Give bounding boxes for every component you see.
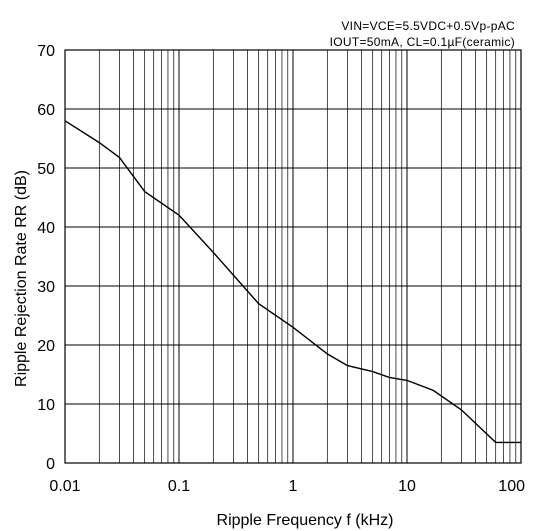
x-tick-label: 10 [398,478,416,495]
series-line [64,120,521,444]
y-tick-labels: 0 10 20 30 40 50 60 70 [37,43,55,473]
y-tick-label: 10 [37,397,55,414]
x-tick-label: 1 [289,478,298,495]
y-tick-label: 50 [37,161,55,178]
series-layer [64,120,521,444]
y-tick-label: 40 [37,220,55,237]
y-tick-label: 0 [46,456,55,473]
condition-annotation-1: VIN=VCE=5.5VDC+0.5Vp-pAC [341,19,515,33]
grid-lines [65,50,521,463]
x-tick-label: 100 [498,478,525,495]
x-axis-label: Ripple Frequency f (kHz) [217,512,394,529]
y-tick-label: 20 [37,338,55,355]
condition-annotation-2: IOUT=50mA, CL=0.1µF(ceramic) [330,35,515,49]
plot-frame [64,49,522,464]
x-tick-labels: 0.01 0.1 1 10 100 [49,478,525,495]
y-tick-label: 30 [37,279,55,296]
x-tick-label: 0.1 [168,478,190,495]
y-tick-label: 70 [37,43,55,60]
y-tick-label: 60 [37,102,55,119]
x-tick-label: 0.01 [49,478,80,495]
y-axis-label: Ripple Rejection Rate RR (dB) [13,170,30,387]
